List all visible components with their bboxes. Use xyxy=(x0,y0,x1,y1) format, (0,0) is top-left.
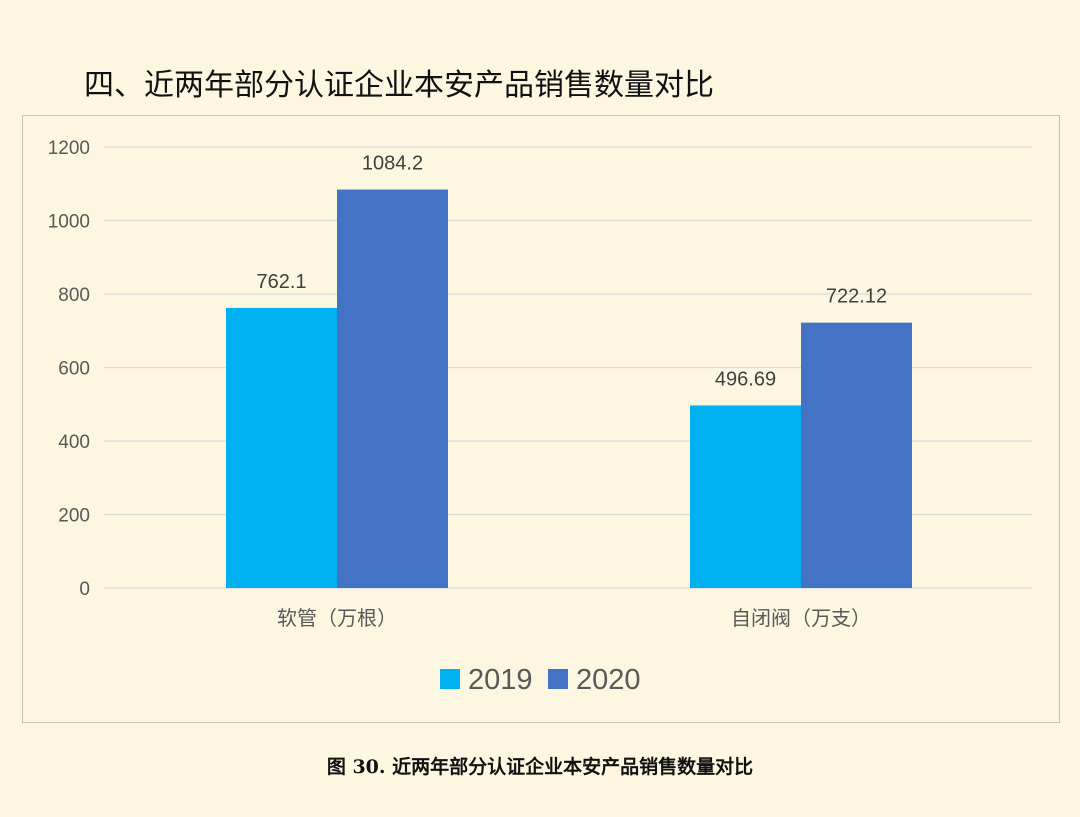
y-tick-label: 400 xyxy=(58,432,90,453)
legend-swatch-2019 xyxy=(440,669,460,689)
legend-swatch-2020 xyxy=(548,669,568,689)
legend-label-2019: 2019 xyxy=(468,664,533,696)
bar-2020-0 xyxy=(337,189,448,588)
chart-frame xyxy=(22,115,1060,723)
y-tick-label: 800 xyxy=(58,285,90,306)
section-heading: 四、近两年部分认证企业本安产品销售数量对比 xyxy=(84,68,714,103)
data-label: 722.12 xyxy=(826,286,887,308)
figure-caption: 图 30. 近两年部分认证企业本安产品销售数量对比 xyxy=(326,756,754,778)
y-tick-label: 200 xyxy=(58,506,90,527)
y-tick-label: 600 xyxy=(58,359,90,380)
x-category-label: 自闭阀（万支） xyxy=(731,606,871,630)
bar-2019-0 xyxy=(226,307,337,588)
x-category-label: 软管（万根） xyxy=(277,606,397,630)
legend: 2019 2020 xyxy=(440,664,641,696)
data-labels: 762.1 1084.2 496.69 722.12 xyxy=(256,153,887,391)
y-tick-label: 0 xyxy=(79,579,90,600)
data-label: 1084.2 xyxy=(362,153,423,175)
bar-2019-1 xyxy=(690,405,801,588)
data-label: 762.1 xyxy=(256,271,306,293)
y-tick-label: 1000 xyxy=(48,212,90,233)
y-tick-label: 1200 xyxy=(48,138,90,159)
bars xyxy=(226,189,912,588)
x-axis-categories: 软管（万根） 自闭阀（万支） xyxy=(277,606,871,630)
data-label: 496.69 xyxy=(715,368,776,390)
y-axis-ticks: 0 200 400 600 800 1000 1200 xyxy=(48,138,90,600)
bar-2020-1 xyxy=(801,322,912,588)
legend-label-2020: 2020 xyxy=(576,664,641,696)
